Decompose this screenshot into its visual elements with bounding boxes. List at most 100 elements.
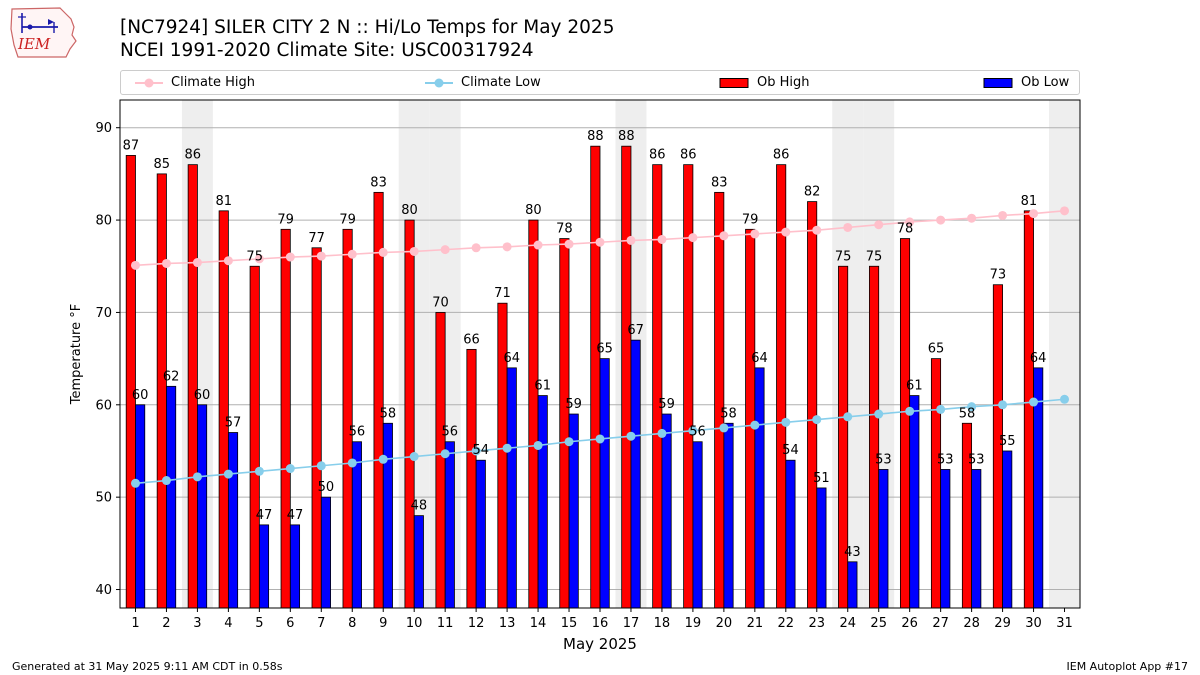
ob-low-bar-day-19 [692,441,703,609]
x-tick-label: 2 [162,616,170,631]
climate-low-point-day-6 [285,464,295,474]
ob-high-data-label: 86 [649,148,666,163]
climate-high-point-day-18 [657,234,667,244]
x-tick-label: 6 [286,616,294,631]
legend-item-ob-high: Ob High [719,71,810,94]
ob-low-data-label: 64 [1030,351,1047,366]
x-tick-label: 4 [224,616,232,631]
climate-low-point-day-3 [192,472,202,482]
climate-low-line-marker-icon [425,78,453,87]
climate-high-point-day-21 [750,229,760,239]
ob-low-data-label: 64 [503,351,520,366]
ob-high-bar-day-8 [342,228,353,609]
iem-logo: IEM [10,7,77,58]
ob-high-bar-day-20 [714,191,725,609]
ob-high-data-label: 83 [370,175,387,190]
ob-high-bar-day-11 [435,312,446,609]
x-tick-label: 31 [1056,616,1073,631]
climate-high-point-day-28 [967,213,977,223]
ob-high-bar-day-5 [249,265,260,609]
ob-high-data-label: 75 [246,249,263,264]
ob-low-bar-day-7 [320,496,331,609]
climate-low-point-day-15 [564,437,574,447]
ob-low-data-label: 58 [380,406,397,421]
climate-low-point-day-10 [409,452,419,462]
ob-high-bar-day-13 [497,302,508,609]
ob-low-data-label: 59 [658,397,675,412]
ob-low-bar-day-23 [816,487,827,609]
ob-low-bar-day-25 [878,469,889,609]
iem-logo-text: IEM [17,35,51,53]
ob-high-swatch-icon [719,77,749,88]
climate-low-point-day-7 [316,461,326,471]
y-tick-label: 90 [95,121,112,136]
climate-high-point-day-30 [1029,209,1039,219]
x-tick-label: 5 [255,616,263,631]
ob-low-bar-day-5 [258,524,270,609]
ob-high-data-label: 78 [556,222,573,237]
x-tick-label: 9 [379,616,387,631]
climate-high-point-day-31 [1060,206,1070,216]
climate-low-point-day-30 [1029,397,1039,407]
ob-high-data-label: 86 [185,148,202,163]
climate-high-point-day-20 [719,231,729,241]
climate-high-point-day-2 [161,258,171,268]
climate-high-point-day-27 [936,215,946,225]
x-tick-label: 30 [1025,616,1042,631]
ob-low-bar-day-2 [166,385,177,609]
climate-low-point-day-27 [936,404,946,414]
climate-low-point-day-11 [440,449,450,459]
ob-high-data-label: 82 [804,185,821,200]
ob-high-data-label: 79 [742,212,759,227]
chart-title: [NC7924] SILER CITY 2 N :: Hi/Lo Temps f… [120,17,615,38]
climate-high-point-day-14 [533,240,543,250]
ob-low-bar-day-11 [444,441,455,609]
climate-high-point-day-11 [440,245,450,255]
ob-low-data-label: 53 [937,452,954,467]
ob-low-data-label: 56 [349,425,366,440]
x-tick-label: 23 [809,616,826,631]
ob-high-bar-day-16 [590,145,601,609]
ob-low-bar-day-20 [723,422,734,609]
climate-low-point-day-4 [223,469,233,479]
climate-low-point-day-12 [471,446,481,456]
ob-high-bar-day-6 [280,228,291,609]
climate-low-point-day-18 [657,428,667,438]
weather-station-icon [18,13,58,33]
ob-low-data-label: 57 [225,416,242,431]
climate-low-point-day-24 [843,412,853,422]
legend-item-ob-low: Ob Low [983,71,1069,94]
y-tick-label: 50 [95,491,112,506]
ob-low-bar-day-28 [971,469,982,609]
ob-low-data-label: 53 [875,452,892,467]
footer-generated-text: Generated at 31 May 2025 9:11 AM CDT in … [12,660,283,673]
ob-low-bar-day-6 [289,524,301,609]
y-tick-label: 70 [95,306,112,321]
climate-high-point-day-16 [595,237,605,247]
climate-low-point-day-21 [750,420,760,430]
x-tick-label: 13 [499,616,516,631]
ob-low-bar-day-29 [1002,450,1013,609]
climate-high-point-day-29 [998,210,1008,220]
climate-low-point-day-8 [347,458,357,468]
ob-low-data-label: 62 [163,369,180,384]
x-tick-label: 21 [747,616,764,631]
climate-low-point-day-17 [626,431,636,441]
ob-high-bar-day-18 [652,164,663,609]
climate-low-point-day-25 [874,409,884,419]
climate-high-point-day-24 [843,222,853,232]
ob-high-data-label: 81 [215,194,232,209]
climate-high-point-day-22 [781,227,791,237]
climate-high-point-day-3 [192,258,202,268]
legend-item-climate-high: Climate High [135,71,255,94]
ob-high-data-label: 65 [928,342,945,357]
ob-low-bar-day-16 [599,358,610,609]
ob-high-data-label: 80 [525,203,542,218]
x-tick-label: 11 [437,616,454,631]
ob-low-bar-day-26 [909,395,920,609]
ob-low-bar-day-3 [197,404,208,609]
ob-low-data-label: 61 [906,379,923,394]
x-tick-label: 16 [592,616,609,631]
climate-high-point-day-26 [905,217,915,227]
